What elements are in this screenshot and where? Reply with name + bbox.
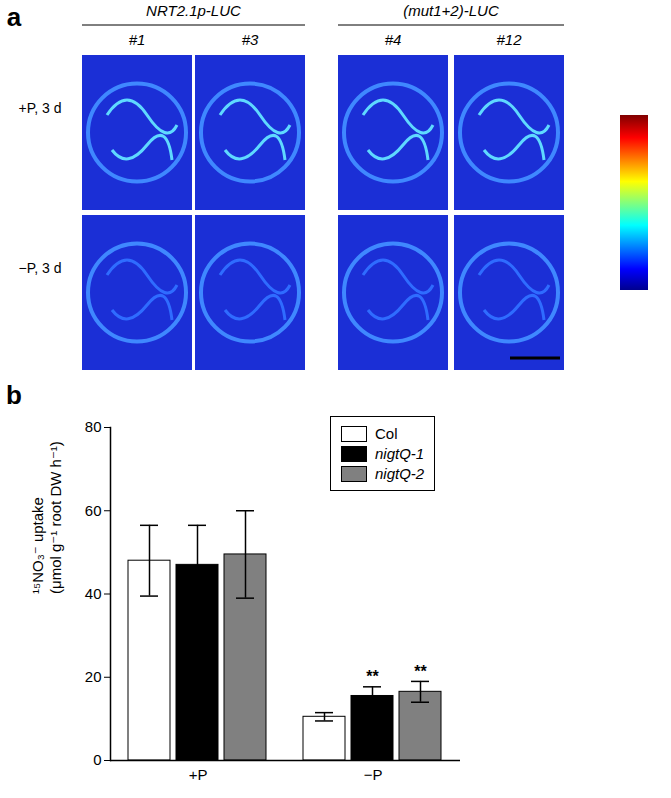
- html-text:Col: Col: [375, 425, 398, 442]
- svg-text:60: 60: [85, 502, 102, 519]
- svg-text:¹⁵NO₃⁻ uptake(μmol g⁻¹ root DW: ¹⁵NO₃⁻ uptake(μmol g⁻¹ root DW h⁻¹): [29, 441, 64, 594]
- svg-text:#4: #4: [385, 31, 402, 48]
- svg-text:(mut1+2)-LUC: (mut1+2)-LUC: [403, 2, 499, 19]
- html-text:b: b: [6, 380, 22, 410]
- svg-text:40: 40: [85, 585, 102, 602]
- svg-text:a: a: [7, 2, 22, 32]
- svg-text:NRT2.1p-LUC: NRT2.1p-LUC: [146, 2, 241, 19]
- svg-text:#3: #3: [242, 31, 259, 48]
- svg-text:80: 80: [85, 418, 102, 435]
- svg-text:−P, 3 d: −P, 3 d: [19, 260, 62, 276]
- svg-text:#12: #12: [496, 31, 522, 48]
- svg-text:**: **: [414, 663, 427, 680]
- svg-text:+P: +P: [189, 766, 208, 783]
- svg-text:**: **: [366, 668, 379, 685]
- svg-text:−P: −P: [364, 766, 383, 783]
- svg-text:#1: #1: [129, 31, 146, 48]
- svg-text:20: 20: [85, 668, 102, 685]
- svg-text:0: 0: [93, 751, 101, 768]
- html-text:nigtQ-2: nigtQ-2: [375, 465, 425, 482]
- html-text:nigtQ-1: nigtQ-1: [375, 445, 425, 462]
- svg-text:+P, 3 d: +P, 3 d: [19, 100, 62, 116]
